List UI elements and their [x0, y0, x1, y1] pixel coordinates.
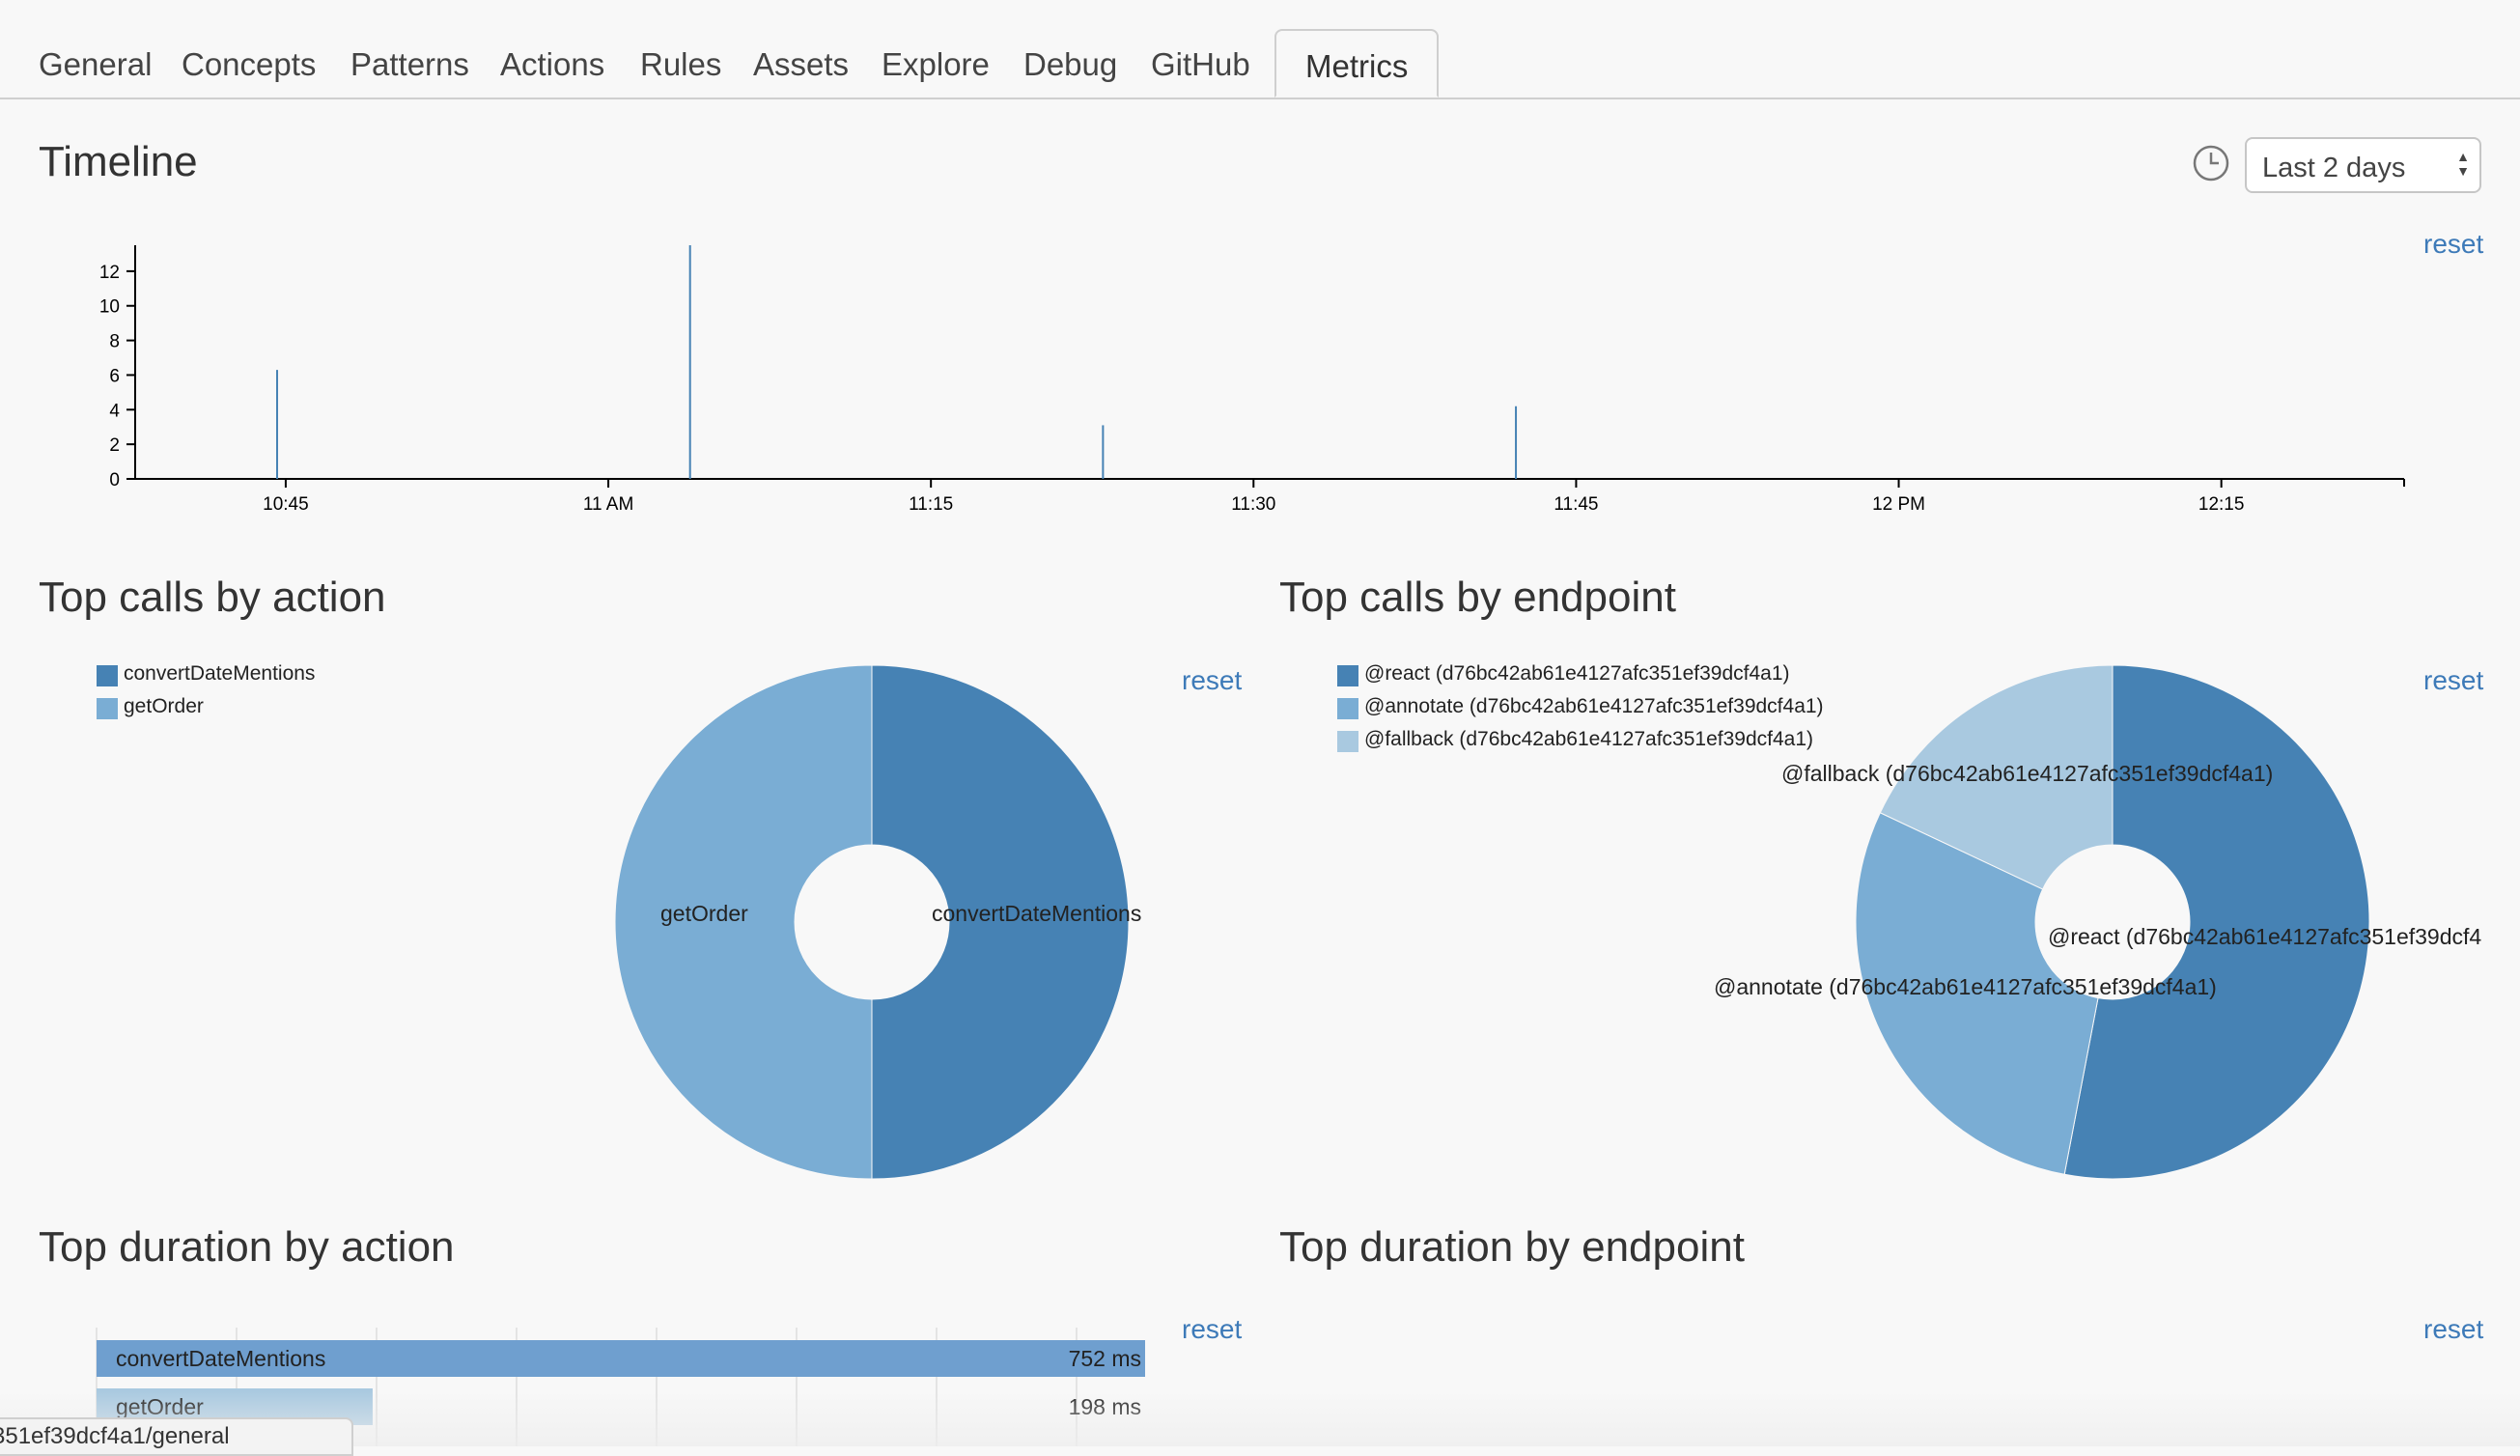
tab-metrics[interactable]: Metrics — [1274, 29, 1440, 98]
select-arrows-icon: ▲ ▼ — [2456, 149, 2470, 179]
duration-bar — [97, 1340, 1145, 1377]
legend-item-convertdatementions[interactable]: convertDateMentions — [97, 662, 315, 695]
x-tick-label: 11:45 — [1554, 494, 1598, 515]
bar-category-label: convertDateMentions — [116, 1346, 325, 1371]
y-tick-label: 10 — [99, 297, 120, 318]
y-tick-label: 0 — [109, 470, 120, 490]
timeline-chart: 0 2 4 6 8 10 12 10:45 11 AM 11:15 11:30 11:45 12 PM 1… — [99, 245, 2405, 515]
calls-by-action-title: Top calls by action — [39, 574, 386, 621]
y-tick-label: 12 — [99, 263, 120, 283]
bar-value-label: 752 ms — [1069, 1346, 1141, 1371]
y-tick-label: 6 — [109, 366, 120, 386]
tab-assets[interactable]: Assets — [753, 46, 850, 82]
x-tick-label: 12 PM — [1872, 494, 1925, 515]
calls-by-action-legend: convertDateMentions getOrder — [97, 662, 315, 728]
slice-label: @annotate (d76bc42ab61e4127afc351ef39dcf… — [1714, 974, 2217, 999]
donut-slice — [614, 664, 873, 1180]
bottom-fade — [0, 1390, 2520, 1446]
legend-item-getorder[interactable]: getOrder — [97, 695, 315, 728]
legend-item-annotate[interactable]: @annotate (d76bc42ab61e4127afc351ef39dcf… — [1337, 695, 1824, 728]
duration-by-action-reset-link[interactable]: reset — [1182, 1314, 1243, 1344]
timeline-title: Timeline — [39, 138, 198, 185]
legend-swatch — [97, 698, 118, 719]
calls-by-endpoint-legend: @react (d76bc42ab61e4127afc351ef39dcf4a1… — [1337, 662, 1824, 761]
tab-rules[interactable]: Rules — [640, 46, 722, 82]
status-url-tooltip: 351ef39dcf4a1/general — [0, 1417, 353, 1456]
tab-actions[interactable]: Actions — [500, 46, 605, 82]
time-range-select[interactable]: Last 2 days ▲ ▼ — [2245, 137, 2481, 193]
y-tick-label: 8 — [109, 332, 120, 352]
legend-label: convertDateMentions — [124, 662, 316, 685]
tab-patterns[interactable]: Patterns — [350, 46, 469, 82]
tab-debug[interactable]: Debug — [1023, 46, 1118, 82]
y-tick-label: 2 — [109, 435, 120, 456]
slice-label: convertDateMentions — [932, 901, 1141, 926]
legend-swatch — [97, 665, 118, 686]
slice-label: getOrder — [660, 901, 748, 926]
slice-label: @react (d76bc42ab61e4127afc351ef39dcf4 — [2048, 924, 2481, 949]
legend-swatch — [1337, 665, 1358, 686]
tab-bar: General Concepts Patterns Actions Rules … — [0, 0, 2520, 99]
donut-slice — [1855, 812, 2099, 1175]
x-tick-label: 11 AM — [583, 494, 633, 515]
calls-by-action-reset-link[interactable]: reset — [1182, 665, 1243, 695]
legend-label: @react (d76bc42ab61e4127afc351ef39dcf4a1… — [1364, 662, 1790, 685]
legend-label: @fallback (d76bc42ab61e4127afc351ef39dcf… — [1364, 728, 1814, 750]
calls-by-endpoint-reset-link[interactable]: reset — [2423, 665, 2484, 695]
calls-by-endpoint-donut: @fallback (d76bc42ab61e4127afc351ef39dcf… — [1714, 664, 2481, 1180]
x-tick-label: 12:15 — [2198, 494, 2245, 515]
donut-slice — [871, 664, 1130, 1180]
x-tick-label: 10:45 — [263, 494, 309, 515]
x-tick-label: 11:30 — [1231, 494, 1275, 515]
calls-by-endpoint-title: Top calls by endpoint — [1279, 574, 1676, 621]
clock-icon[interactable] — [2192, 144, 2230, 182]
tab-github[interactable]: GitHub — [1151, 46, 1250, 82]
donut-slice — [1879, 664, 2114, 890]
time-range-value: Last 2 days — [2262, 153, 2406, 183]
slice-label: @fallback (d76bc42ab61e4127afc351ef39dcf… — [1781, 761, 2273, 786]
tab-general[interactable]: General — [39, 46, 153, 82]
x-tick-label: 11:15 — [909, 494, 953, 515]
tab-concepts[interactable]: Concepts — [182, 46, 317, 82]
duration-by-endpoint-title: Top duration by endpoint — [1279, 1223, 1745, 1271]
tab-explore[interactable]: Explore — [882, 46, 990, 82]
y-tick-label: 4 — [109, 401, 120, 421]
duration-by-action-title: Top duration by action — [39, 1223, 455, 1271]
legend-item-react[interactable]: @react (d76bc42ab61e4127afc351ef39dcf4a1… — [1337, 662, 1824, 695]
calls-by-action-donut: convertDateMentions getOrder — [614, 664, 1141, 1180]
legend-label: @annotate (d76bc42ab61e4127afc351ef39dcf… — [1364, 695, 1824, 717]
legend-swatch — [1337, 731, 1358, 752]
duration-by-endpoint-reset-link[interactable]: reset — [2423, 1314, 2484, 1344]
legend-item-fallback[interactable]: @fallback (d76bc42ab61e4127afc351ef39dcf… — [1337, 728, 1824, 761]
timeline-reset-link[interactable]: reset — [2423, 229, 2484, 259]
donut-slice — [2063, 664, 2370, 1180]
legend-swatch — [1337, 698, 1358, 719]
legend-label: getOrder — [124, 695, 204, 717]
